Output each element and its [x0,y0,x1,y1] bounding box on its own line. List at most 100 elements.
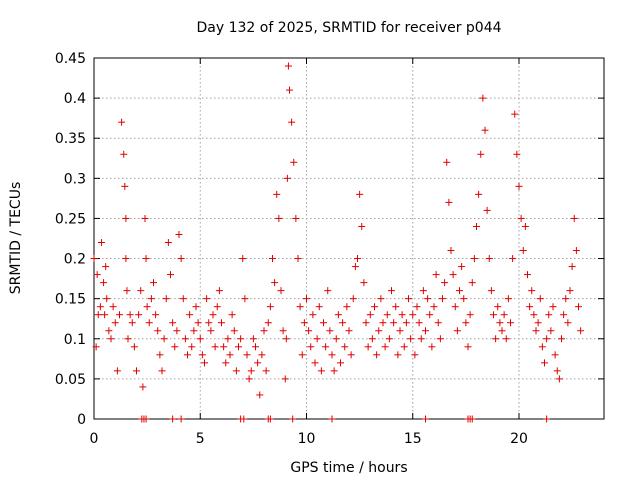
data-point [468,279,476,287]
x-tick-label: 20 [510,431,528,447]
data-point [211,343,219,351]
data-point [275,214,283,222]
data-point [303,295,310,303]
data-point [300,319,308,327]
data-point [264,319,272,327]
data-point [260,327,268,335]
data-point [422,415,429,423]
data-point [258,351,266,359]
data-point [213,303,221,311]
data-point [188,343,196,351]
x-tick-label: 15 [404,431,422,447]
data-point [142,415,150,423]
data-point [496,319,504,327]
data-point [311,359,319,367]
data-point [113,367,121,375]
data-point [181,335,189,343]
data-point [235,343,242,351]
data-point [570,214,578,222]
data-point [360,279,368,287]
data-point [407,335,415,343]
data-point [184,351,191,359]
data-point [145,319,153,327]
data-point [411,351,419,359]
x-axis-label: GPS time / hours [290,460,407,476]
data-point [385,335,393,343]
data-point [282,335,290,343]
data-point [230,327,238,335]
data-point [337,359,344,367]
y-tick-label: 0.25 [55,211,86,227]
data-point [249,335,257,343]
data-point [281,375,289,383]
data-point [232,367,240,375]
data-point [141,214,149,222]
data-point [271,279,279,287]
data-point [415,319,423,327]
y-tick-label: 0.4 [64,91,86,107]
data-point [379,319,387,327]
data-point [128,319,136,327]
data-point [118,118,126,126]
data-point [500,311,508,319]
data-point [254,359,262,367]
data-point [203,295,211,303]
y-tick-label: 0.2 [64,252,86,268]
data-point [343,303,351,311]
data-point [150,279,157,287]
data-point [218,319,225,327]
data-point [198,351,206,359]
data-point [558,335,565,343]
data-point [568,263,576,271]
data-point [394,351,402,359]
data-point [241,295,249,303]
data-point [339,319,347,327]
data-point [553,367,561,375]
data-point [109,303,117,311]
data-point [298,351,306,359]
data-point [116,311,123,319]
data-point [284,62,292,70]
data-point [398,311,406,319]
data-point [139,383,147,391]
data-point [551,351,559,359]
y-tick-label: 0 [77,412,86,428]
data-point [120,150,128,158]
data-point [538,343,546,351]
data-point [368,335,376,343]
data-point [332,335,340,343]
x-tick-label: 5 [196,431,205,447]
data-point [373,351,381,359]
data-point [356,190,364,198]
data-point [143,303,151,311]
data-point [460,295,468,303]
data-point [156,351,164,359]
data-point [400,343,408,351]
data-point [507,319,514,327]
chart-title: Day 132 of 2025, SRMTID for receiver p04… [196,20,501,36]
data-point [492,335,500,343]
data-point [434,319,442,327]
data-point [566,287,574,295]
data-point [207,327,215,335]
data-point [90,255,98,263]
data-point [349,295,357,303]
data-point [240,415,248,423]
data-point [130,343,138,351]
data-point [126,311,134,319]
data-point [243,351,251,359]
data-point [171,343,179,351]
data-point [453,327,461,335]
data-point [473,222,480,230]
data-point [307,343,315,351]
data-point [475,190,483,198]
data-point [288,118,296,126]
data-point [196,335,204,343]
data-point [164,239,172,247]
data-point [269,255,276,263]
y-axis-label: SRMTID / TECUs [8,182,24,295]
data-point [364,343,372,351]
data-point [345,327,353,335]
data-point [158,367,166,375]
data-point [534,319,542,327]
